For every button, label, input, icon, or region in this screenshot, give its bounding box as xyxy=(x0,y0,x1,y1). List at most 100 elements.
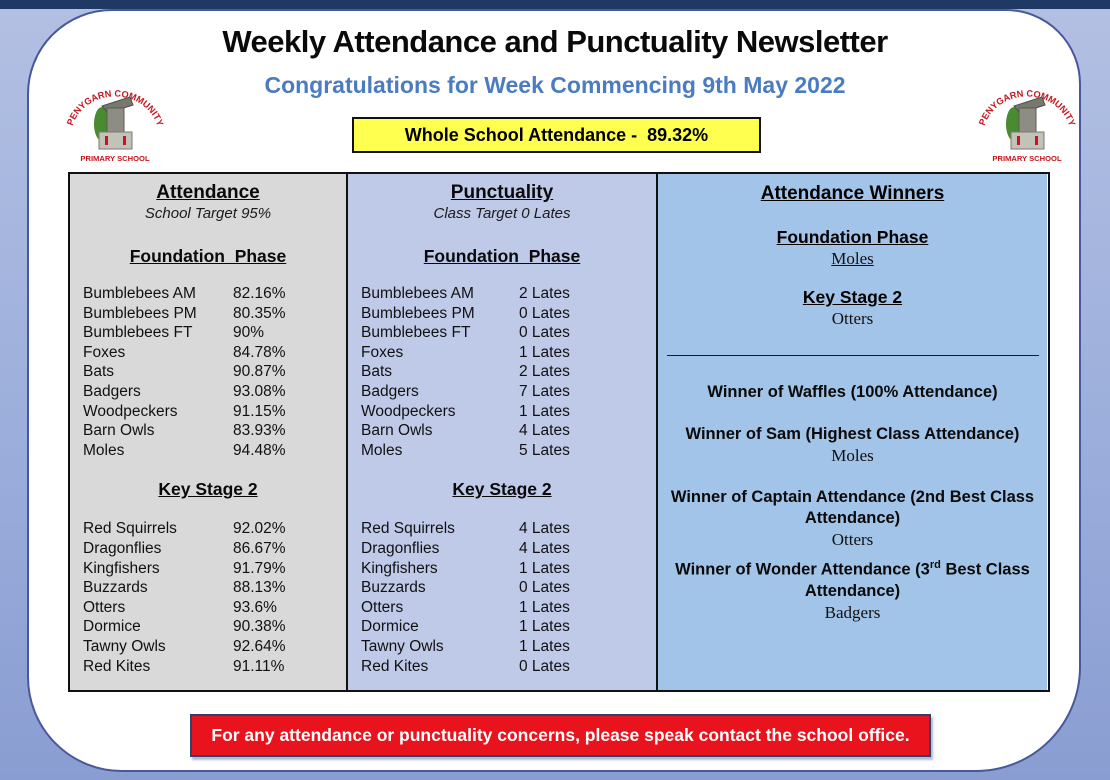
class-value: 80.35% xyxy=(233,304,286,322)
crest-base xyxy=(1010,131,1045,150)
class-name: Barn Owls xyxy=(361,422,433,440)
list-item: Badgers 7 Lates xyxy=(361,383,656,403)
class-name: Bumblebees PM xyxy=(83,304,197,322)
class-name: Dormice xyxy=(361,618,419,636)
list-item: Otters 1 Lates xyxy=(361,599,656,619)
list-item: Tawny Owls 92.64% xyxy=(83,638,346,658)
list-item: Buzzards 0 Lates xyxy=(361,579,656,599)
class-value: 5 Lates xyxy=(519,441,570,459)
class-name: Foxes xyxy=(361,343,404,361)
class-value: 92.64% xyxy=(233,637,286,655)
list-item: Bumblebees PM 80.35% xyxy=(83,305,346,325)
winners-foundation-heading: Foundation Phase xyxy=(776,227,929,247)
list-item: Dormice 1 Lates xyxy=(361,618,656,638)
class-name: Woodpeckers xyxy=(83,402,178,420)
list-item: Red Kites 0 Lates xyxy=(361,658,656,678)
list-item: Moles 5 Lates xyxy=(361,442,656,462)
crest-mark xyxy=(1035,136,1038,145)
award-wonder-winner: Badgers xyxy=(824,602,881,622)
list-item: Dragonflies 4 Lates xyxy=(361,540,656,560)
class-name: Badgers xyxy=(83,382,141,400)
class-name: Moles xyxy=(83,441,125,459)
list-item: Bumblebees AM 2 Lates xyxy=(361,285,656,305)
class-value: 90.38% xyxy=(233,618,286,636)
punctuality-ks2-list: Red Squirrels 4 Lates Dragonflies 4 Lates Ki… xyxy=(348,520,656,677)
award-wonder-title-sup: rd xyxy=(929,559,941,571)
crest-mark xyxy=(105,136,108,145)
class-name: Bumblebees AM xyxy=(361,285,474,302)
class-value: 2 Lates xyxy=(519,363,570,381)
list-item: Bats 2 Lates xyxy=(361,363,656,383)
list-item: Woodpeckers 91.15% xyxy=(83,403,346,423)
attendance-foundation-heading: Foundation Phase xyxy=(129,246,287,266)
class-name: Bats xyxy=(83,363,115,381)
winners-ks2-winner: Otters xyxy=(831,309,874,328)
winners-divider xyxy=(666,355,1039,356)
class-value: 92.02% xyxy=(233,520,286,538)
class-name: Tawny Owls xyxy=(83,637,166,655)
list-item: Bumblebees FT 0 Lates xyxy=(361,324,656,344)
class-name: Kingfishers xyxy=(361,559,438,577)
list-item: Badgers 93.08% xyxy=(83,383,346,403)
class-name: Foxes xyxy=(83,343,126,361)
class-value: 0 Lates xyxy=(519,304,570,322)
class-name: Otters xyxy=(361,598,404,616)
list-item: Red Squirrels 4 Lates xyxy=(361,520,656,540)
class-value: 1 Lates xyxy=(519,343,570,361)
punctuality-ks2-heading: Key Stage 2 xyxy=(452,479,552,500)
list-item: Barn Owls 4 Lates xyxy=(361,422,656,442)
winners-title: Attendance Winners xyxy=(760,183,945,204)
class-name: Woodpeckers xyxy=(361,402,456,420)
award-sam-winner: Moles xyxy=(831,446,874,465)
whole-school-attendance-banner: Whole School Attendance - 89.32% xyxy=(352,117,761,153)
crest-bottom-text: PRIMARY SCHOOL xyxy=(80,154,150,163)
winners-ks2-heading: Key Stage 2 xyxy=(802,287,903,307)
list-item: Kingfishers 1 Lates xyxy=(361,560,656,580)
class-value: 94.48% xyxy=(233,441,286,459)
class-value: 7 Lates xyxy=(519,382,570,400)
class-value: 4 Lates xyxy=(519,539,570,557)
class-value: 93.6% xyxy=(233,598,277,616)
class-name: Dormice xyxy=(83,618,141,636)
class-name: Red Squirrels xyxy=(361,520,455,538)
class-value: 0 Lates xyxy=(519,579,570,597)
footer-notice-text: For any attendance or punctuality concer… xyxy=(211,725,910,745)
attendance-foundation-list: Bumblebees AM 82.16% Bumblebees PM 80.35% Bu… xyxy=(70,285,346,461)
list-item: Red Squirrels 92.02% xyxy=(83,520,346,540)
crest-bottom-text: PRIMARY SCHOOL xyxy=(992,154,1062,163)
class-name: Kingfishers xyxy=(83,559,160,577)
punctuality-column: Punctuality Class Target 0 Lates Foundat… xyxy=(348,174,658,690)
list-item: Buzzards 88.13% xyxy=(83,579,346,599)
award-waffles-title: Winner of Waffles (100% Attendance) xyxy=(707,383,998,401)
top-edge-strip xyxy=(0,0,1110,9)
class-value: 90.87% xyxy=(233,363,286,381)
school-crest-logo-left: PENYGARN COMMUNITY PRIMARY SCHOOL xyxy=(65,88,165,163)
class-value: 4 Lates xyxy=(519,520,570,538)
class-value: 2 Lates xyxy=(519,285,570,302)
class-name: Otters xyxy=(83,598,126,616)
class-name: Badgers xyxy=(361,382,419,400)
class-value: 90% xyxy=(233,324,265,342)
class-value: 91.11% xyxy=(233,657,285,675)
award-captain-winner: Otters xyxy=(831,530,874,549)
attendance-title: Attendance xyxy=(156,182,260,203)
list-item: Bumblebees PM 0 Lates xyxy=(361,305,656,325)
list-item: Moles 94.48% xyxy=(83,442,346,462)
class-value: 84.78% xyxy=(233,343,286,361)
class-name: Moles xyxy=(361,441,403,459)
punctuality-title: Punctuality xyxy=(450,182,554,203)
attendance-ks2-heading: Key Stage 2 xyxy=(158,479,258,500)
list-item: Kingfishers 91.79% xyxy=(83,560,346,580)
list-item: Bumblebees AM 82.16% xyxy=(83,285,346,305)
class-value: 1 Lates xyxy=(519,618,570,636)
award-wonder-title-pre: Winner of Wonder Attendance (3 xyxy=(675,560,930,579)
class-value: 91.79% xyxy=(233,559,286,577)
page-subtitle: Congratulations for Week Commencing 9th … xyxy=(264,72,846,98)
class-name: Bumblebees FT xyxy=(361,324,471,342)
list-item: Bumblebees FT 90% xyxy=(83,324,346,344)
award-wonder-title: Winner of Wonder Attendance (3rd Best Cl… xyxy=(666,555,1039,602)
class-value: 91.15% xyxy=(233,402,286,420)
punctuality-foundation-list: Bumblebees AM 2 Lates Bumblebees PM 0 Lates… xyxy=(348,285,656,461)
list-item: Foxes 84.78% xyxy=(83,344,346,364)
class-value: 83.93% xyxy=(233,422,286,440)
